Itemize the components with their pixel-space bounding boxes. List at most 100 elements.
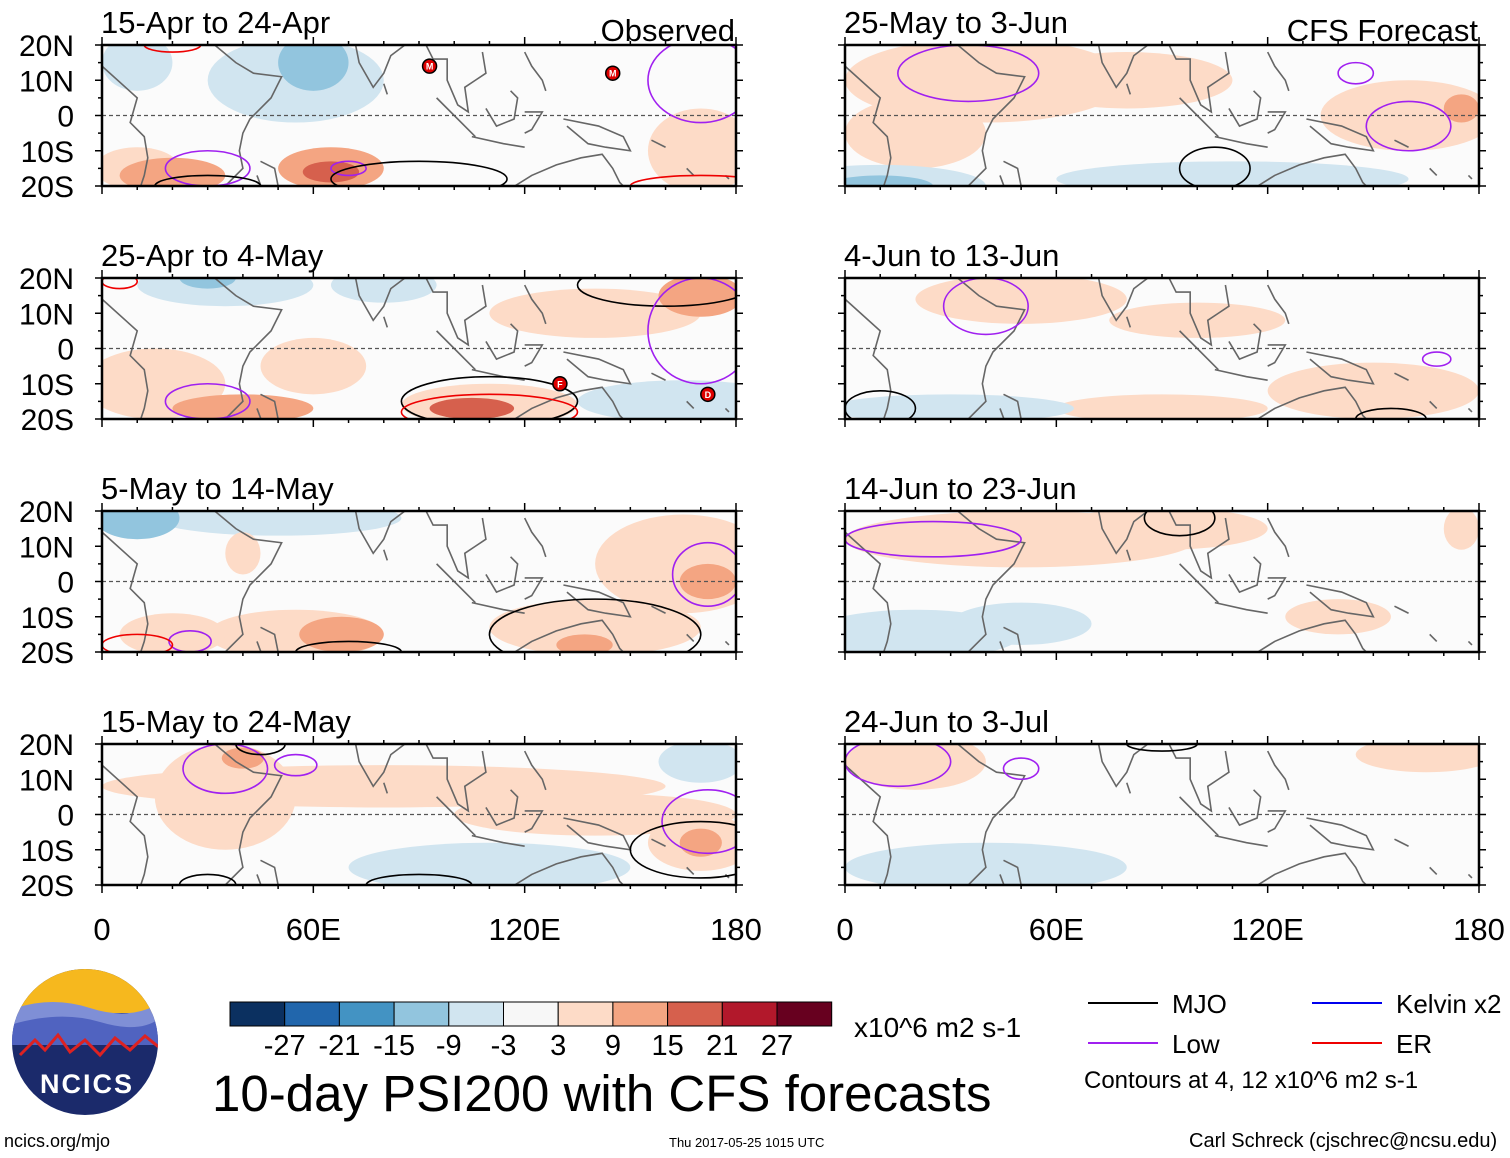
column-label: CFS Forecast	[1287, 13, 1479, 48]
coastline	[1003, 626, 1022, 652]
contour-low	[330, 160, 367, 177]
coastline	[1306, 584, 1375, 618]
coastline	[337, 511, 406, 555]
panel-content	[102, 45, 736, 186]
anomaly-shading	[102, 45, 173, 91]
anomaly-shading	[1021, 52, 1233, 109]
x-tick-label: 120E	[488, 912, 560, 947]
y-tick-label: 20S	[21, 404, 74, 437]
coastline	[1126, 549, 1132, 561]
coastline	[513, 619, 625, 652]
panel-content	[845, 45, 1479, 186]
coastline	[1394, 605, 1409, 614]
coastline	[214, 278, 283, 419]
anomaly-shading	[260, 337, 367, 395]
contour-er	[102, 278, 139, 290]
panel-content	[845, 744, 1479, 885]
x-tick-label: 60E	[1029, 912, 1084, 947]
anomaly-shading	[489, 599, 701, 652]
coastline	[214, 45, 283, 186]
colorbar-swatch	[667, 1001, 723, 1027]
coastline	[471, 135, 525, 149]
anomaly-shading	[1056, 161, 1409, 186]
y-tick-label: 20N	[19, 263, 74, 296]
column-label: Observed	[601, 13, 735, 48]
y-tick-label: 10N	[19, 531, 74, 564]
x-tick-label: 60E	[286, 912, 341, 947]
y-tick-label: 10S	[21, 136, 74, 169]
anomaly-shading	[154, 744, 296, 850]
y-tick-label: 0	[57, 101, 74, 134]
y-tick-label: 0	[57, 800, 74, 833]
panel-title: 5-May to 14-May	[101, 471, 334, 506]
coastline	[485, 323, 519, 361]
contour-low	[661, 789, 736, 855]
storm-label: M	[426, 62, 434, 72]
coastline	[337, 45, 406, 89]
anomaly-shading	[119, 613, 226, 652]
coastline	[1429, 167, 1438, 176]
anomaly-shading	[915, 278, 1127, 324]
coastline	[686, 400, 695, 409]
y-tick-label: 10S	[21, 602, 74, 635]
y-tick-label: 10S	[21, 835, 74, 868]
coastline	[524, 344, 544, 367]
coastline	[471, 601, 525, 615]
panel-title: 15-May to 24-May	[101, 704, 351, 739]
anomaly-shading	[845, 97, 986, 169]
panel-content	[102, 511, 736, 652]
contour-low	[1337, 61, 1375, 85]
coastline	[1266, 517, 1290, 558]
coastline	[1266, 284, 1290, 325]
coastline	[1256, 619, 1368, 652]
coastline	[337, 278, 406, 322]
anomaly-shading	[1056, 394, 1268, 419]
contour-mjo	[845, 390, 917, 419]
coastline	[1080, 45, 1149, 89]
coastline	[845, 764, 892, 885]
anomaly-shading	[1355, 744, 1479, 773]
y-tick-label: 10N	[19, 298, 74, 331]
y-tick-label: 10N	[19, 764, 74, 797]
logo-text: NCICS	[40, 1069, 134, 1099]
panel-content	[102, 744, 736, 885]
anomaly-shading	[1109, 302, 1286, 338]
coastline	[1003, 393, 1022, 419]
contour-mjo	[154, 174, 262, 186]
coastline	[102, 764, 149, 885]
coastline	[1267, 577, 1287, 600]
panel-title: 25-May to 3-Jun	[844, 5, 1068, 40]
coastline	[1267, 344, 1287, 367]
coastline	[1267, 810, 1287, 833]
map-panel-5: 25-May to 3-Jun CFS Forecast	[838, 5, 1486, 194]
y-tick-label: 20N	[19, 729, 74, 762]
contour-low	[942, 278, 1029, 336]
anomaly-shading	[845, 175, 934, 186]
contour-er	[629, 174, 736, 186]
y-tick-label: 20S	[21, 870, 74, 903]
x-tick-label: 0	[836, 912, 853, 947]
anomaly-shading	[225, 532, 261, 575]
panel-content	[102, 278, 736, 419]
legend-label: Kelvin x2	[1396, 989, 1502, 1019]
colorbar-swatch	[612, 1001, 669, 1027]
footer-left[interactable]: ncics.org/mjo	[4, 1131, 111, 1151]
coastline	[957, 744, 1026, 885]
anomaly-shading	[137, 278, 314, 307]
coastline	[102, 531, 149, 652]
coastline	[1168, 744, 1230, 813]
coastline	[102, 298, 149, 419]
anomaly-shading	[679, 828, 722, 857]
coastline	[1429, 400, 1438, 409]
colorbar-swatch	[284, 1001, 340, 1027]
coastline	[1126, 316, 1132, 328]
colorbar-swatch	[557, 1001, 614, 1027]
coastline	[383, 83, 389, 95]
colorbar-swatch	[448, 1001, 504, 1027]
anomaly-shading	[950, 602, 1092, 645]
contour-low	[1002, 757, 1040, 781]
colorbar-label: -21	[318, 1030, 360, 1062]
coastline	[1003, 859, 1022, 885]
contour-mjo	[400, 375, 579, 419]
logo-mountain	[12, 1016, 158, 1045]
